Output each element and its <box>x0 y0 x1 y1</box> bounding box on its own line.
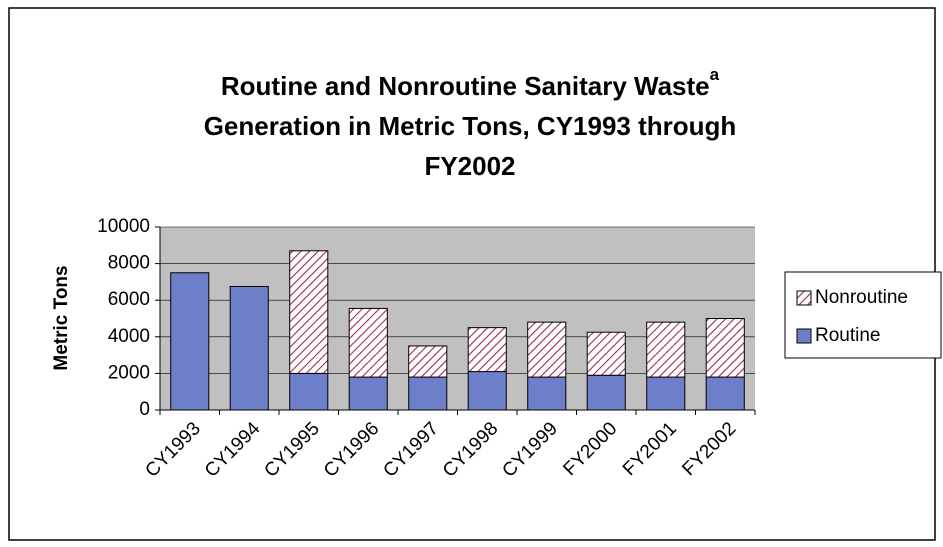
bar-segment <box>289 250 329 374</box>
title-line: Routine and Nonroutine Sanitary Waste <box>221 71 710 101</box>
title-superscript: a <box>710 65 720 84</box>
chart-title: Routine and Nonroutine Sanitary Wastea <box>221 65 720 100</box>
title-line: Generation in Metric Tons, CY1993 throug… <box>204 111 737 141</box>
bar-segment <box>289 372 329 411</box>
legend-box <box>784 271 942 359</box>
bar-segment <box>705 318 745 378</box>
bar-segment <box>467 371 507 411</box>
legend-label: Routine <box>815 325 881 346</box>
legend-swatch <box>796 328 812 344</box>
y-tick-label: 10000 <box>97 216 150 237</box>
bar-segment <box>229 285 269 411</box>
bar-segment <box>646 321 686 378</box>
bar-segment <box>527 376 567 411</box>
bar-segment <box>170 272 210 411</box>
y-tick-label: 6000 <box>108 289 150 310</box>
bar-segment <box>646 376 686 411</box>
bar-segment <box>348 376 388 411</box>
title-line: FY2002 <box>424 151 515 181</box>
legend-swatch <box>796 290 812 306</box>
bar-segment <box>527 321 567 378</box>
y-tick-label: 2000 <box>108 362 150 383</box>
y-axis-label: Metric Tons <box>51 265 72 370</box>
bar-segment <box>467 327 507 373</box>
bar-segment <box>408 376 448 411</box>
bar-segment <box>586 331 626 376</box>
bar-segment <box>586 374 626 411</box>
y-tick-label: 0 <box>139 399 150 420</box>
bar-segment <box>705 376 745 411</box>
y-tick-label: 4000 <box>108 326 150 347</box>
legend-label: Nonroutine <box>815 287 908 308</box>
y-tick-label: 8000 <box>108 253 150 274</box>
bar-segment <box>408 345 448 378</box>
bar-segment <box>348 307 388 378</box>
